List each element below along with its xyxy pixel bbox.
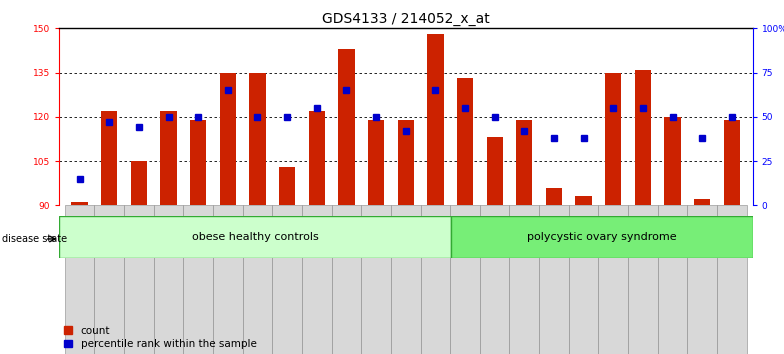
FancyBboxPatch shape (361, 205, 391, 354)
Bar (161, 111, 176, 205)
Bar (59, 216, 451, 258)
Bar (724, 120, 740, 205)
FancyBboxPatch shape (510, 205, 539, 354)
Bar (451, 216, 753, 258)
Bar (249, 73, 266, 205)
FancyBboxPatch shape (628, 205, 658, 354)
FancyBboxPatch shape (717, 205, 746, 354)
Bar (664, 117, 681, 205)
FancyBboxPatch shape (332, 205, 361, 354)
FancyBboxPatch shape (420, 205, 450, 354)
Bar (71, 202, 88, 205)
FancyBboxPatch shape (391, 205, 420, 354)
FancyBboxPatch shape (450, 205, 480, 354)
FancyBboxPatch shape (183, 205, 213, 354)
FancyBboxPatch shape (213, 205, 242, 354)
Bar (516, 120, 532, 205)
Bar (309, 111, 325, 205)
FancyBboxPatch shape (242, 205, 272, 354)
FancyBboxPatch shape (569, 205, 598, 354)
Bar (427, 34, 444, 205)
Bar (220, 73, 236, 205)
FancyBboxPatch shape (598, 205, 628, 354)
Bar (279, 167, 296, 205)
FancyBboxPatch shape (65, 205, 94, 354)
Text: obese healthy controls: obese healthy controls (191, 232, 318, 242)
Bar (131, 161, 147, 205)
Bar (487, 137, 503, 205)
Bar (605, 73, 622, 205)
FancyBboxPatch shape (124, 205, 154, 354)
Bar (368, 120, 384, 205)
Bar (397, 120, 414, 205)
Bar (694, 199, 710, 205)
FancyBboxPatch shape (272, 205, 302, 354)
Text: disease state: disease state (2, 234, 67, 244)
FancyBboxPatch shape (302, 205, 332, 354)
FancyBboxPatch shape (688, 205, 717, 354)
Legend: count, percentile rank within the sample: count, percentile rank within the sample (64, 326, 256, 349)
FancyBboxPatch shape (154, 205, 183, 354)
Text: polycystic ovary syndrome: polycystic ovary syndrome (527, 232, 677, 242)
Bar (101, 111, 118, 205)
Bar (190, 120, 206, 205)
Bar (457, 79, 474, 205)
FancyBboxPatch shape (658, 205, 688, 354)
Bar (635, 70, 651, 205)
Bar (546, 188, 562, 205)
Bar (338, 49, 354, 205)
Title: GDS4133 / 214052_x_at: GDS4133 / 214052_x_at (322, 12, 489, 26)
FancyBboxPatch shape (94, 205, 124, 354)
Bar (575, 196, 592, 205)
FancyBboxPatch shape (539, 205, 569, 354)
FancyBboxPatch shape (480, 205, 510, 354)
